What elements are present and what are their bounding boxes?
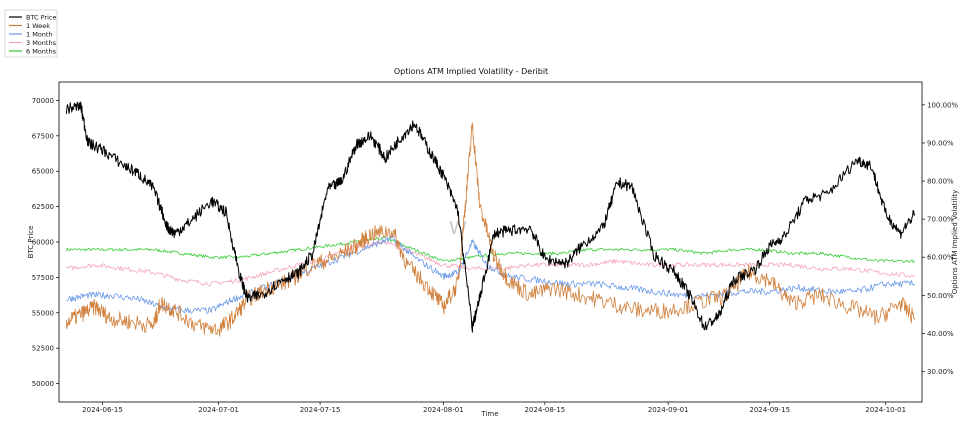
x-tick-label: 2024-10-01 — [865, 406, 906, 414]
y-axis-left: 50000 52500 55000 57500 60000 62500 65000 67500… — [32, 97, 59, 388]
y2-tick-label: 90.00% — [927, 139, 954, 147]
x-axis: 2024-06-15 2024-07-01 2024-07-15 2024-08-01… — [82, 402, 906, 414]
x-tick-label: 2024-06-15 — [82, 406, 123, 414]
legend-label: 6 Months — [26, 47, 57, 55]
series-line-btc-price — [65, 101, 916, 333]
y-tick-label: 55000 — [32, 309, 54, 317]
legend-frame — [4, 9, 58, 58]
legend-label: 3 Months — [26, 39, 57, 47]
x-tick-label: 2024-09-01 — [648, 406, 689, 414]
x-tick-label: 2024-07-15 — [300, 406, 341, 414]
x-tick-label: 2024-08-01 — [423, 406, 464, 414]
y2-tick-label: 40.00% — [927, 330, 954, 338]
legend-label: 1 Week — [26, 22, 50, 30]
legend-label: 1 Month — [26, 30, 53, 38]
y-axis-right: 30.00% 40.00% 50.00% 60.00% 70.00% 80.00% 90.0… — [922, 101, 958, 376]
y2-tick-label: 30.00% — [927, 368, 954, 376]
x-tick-label: 2024-07-01 — [198, 406, 239, 414]
series-layer — [65, 101, 916, 337]
y2-tick-label: 50.00% — [927, 292, 954, 300]
x-axis-label: Time — [480, 410, 498, 418]
chart-title: Options ATM Implied Volatility - Deribit — [394, 67, 548, 76]
series-line-1-week — [65, 122, 916, 337]
y-tick-label: 65000 — [32, 168, 54, 176]
y-tick-label: 60000 — [32, 239, 54, 247]
y-tick-label: 52500 — [32, 345, 54, 353]
y-tick-label: 50000 — [32, 380, 54, 388]
x-tick-label: 2024-08-15 — [525, 406, 566, 414]
y-axis-label: BTC Price — [27, 226, 35, 259]
y2-tick-label: 80.00% — [927, 178, 954, 186]
series-line-1-month — [66, 234, 916, 314]
y2-tick-label: 100.00% — [927, 101, 958, 109]
y2-axis-label: Options ATM Implied Volatility — [951, 190, 959, 294]
watermark-text: W — [449, 218, 467, 239]
y-tick-label: 67500 — [32, 132, 54, 140]
y-tick-label: 57500 — [32, 274, 54, 282]
y-tick-label: 62500 — [32, 203, 54, 211]
legend-label: BTC Price — [26, 13, 57, 21]
y-tick-label: 70000 — [32, 97, 54, 105]
y2-tick-label: 60.00% — [927, 254, 954, 262]
x-tick-label: 2024-09-15 — [749, 406, 790, 414]
plot-area-frame — [58, 81, 923, 403]
y2-tick-label: 70.00% — [927, 216, 954, 224]
